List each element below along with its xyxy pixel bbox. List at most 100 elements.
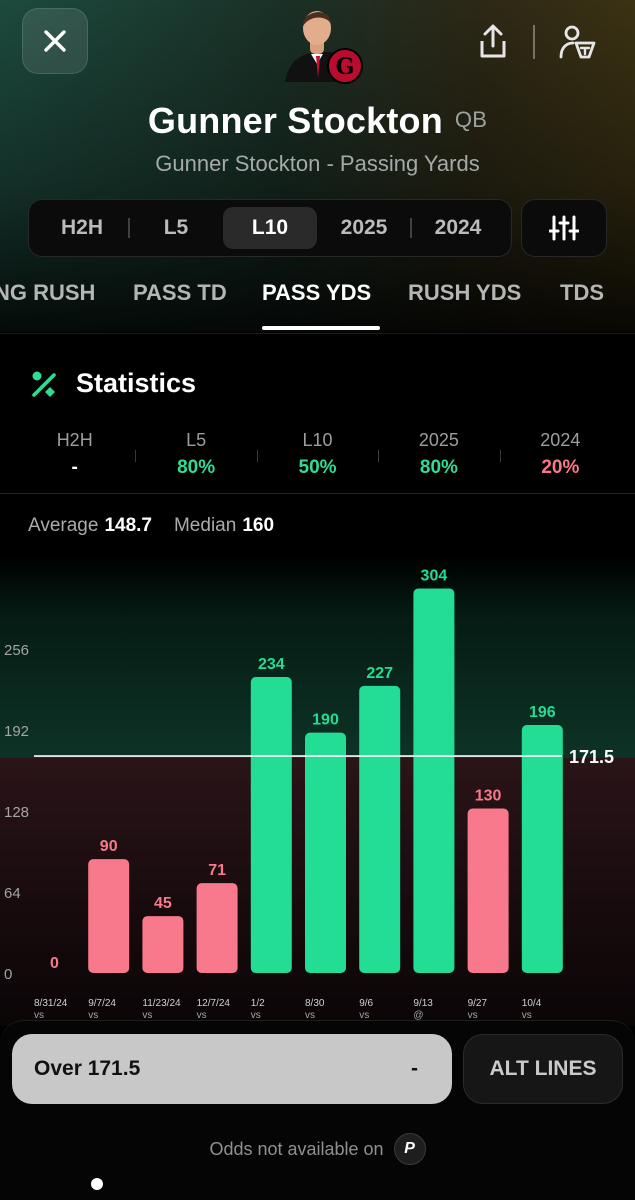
- x-venue-label: vs: [251, 1010, 261, 1021]
- share-icon[interactable]: [477, 24, 509, 60]
- svg-text:G: G: [336, 54, 355, 80]
- bar: [467, 808, 509, 973]
- stat-col-h2h: H2H -: [14, 430, 135, 480]
- bet-builder-icon[interactable]: [559, 23, 597, 61]
- stat-tabs: NG RUSH PASS TD PASS YDS RUSH YDS TDS: [0, 276, 635, 332]
- market-subtitle: Gunner Stockton - Passing Yards: [155, 151, 480, 176]
- bar-value-label: 304: [421, 567, 448, 584]
- bar: [305, 732, 346, 973]
- x-venue-label: vs: [197, 1010, 207, 1021]
- player-name-text: Gunner Stockton: [147, 100, 443, 141]
- average-median-row: Average 148.7 Median 160: [28, 515, 274, 537]
- tab-2025[interactable]: 2025: [340, 216, 388, 239]
- sliders-icon: [549, 215, 579, 241]
- x-date-label: 12/7/24: [197, 998, 231, 1009]
- x-date-label: 9/27: [468, 998, 488, 1009]
- stat-value: -: [71, 457, 78, 478]
- tab-h2h[interactable]: H2H: [60, 216, 103, 239]
- stat-col-2024: 2024 20%: [499, 430, 621, 480]
- bar-value-label: 90: [100, 838, 118, 855]
- stat-value: 80%: [419, 457, 458, 478]
- y-tick-label: 64: [4, 885, 21, 902]
- bar-value-label: 190: [312, 712, 339, 729]
- bar-value-label: 227: [366, 665, 393, 682]
- player-avatar: G: [283, 4, 363, 84]
- x-venue-label: vs: [34, 1010, 44, 1021]
- page-indicator-dot: [91, 1178, 103, 1190]
- x-venue-label: @: [413, 1010, 423, 1021]
- x-venue-label: vs: [468, 1010, 478, 1021]
- close-icon: [44, 30, 66, 52]
- stat-label: L10: [302, 430, 333, 450]
- statistics-title: Statistics: [76, 368, 197, 398]
- x-venue-label: vs: [359, 1010, 369, 1021]
- x-venue-label: vs: [142, 1010, 152, 1021]
- stat-value: 50%: [298, 457, 337, 478]
- x-date-label: 9/6: [359, 998, 373, 1009]
- x-date-label: 9/13: [413, 998, 433, 1009]
- bar: [521, 725, 563, 973]
- stat-col-l5: L5 80%: [135, 430, 256, 480]
- player-position: QB: [454, 107, 488, 132]
- stat-col-l10: L10 50%: [256, 430, 378, 480]
- tab-pass-td[interactable]: PASS TD: [133, 280, 227, 305]
- bar-value-label: 45: [154, 895, 172, 912]
- y-tick-label: 128: [4, 804, 29, 821]
- tab-2024[interactable]: 2024: [410, 207, 505, 249]
- bar-value-label: 71: [208, 862, 226, 879]
- y-tick-label: 192: [4, 723, 29, 740]
- threshold-line-label: 171.5: [569, 747, 614, 767]
- bar: [196, 883, 238, 973]
- bar-value-label: 234: [258, 656, 285, 673]
- x-date-label: 11/23/24: [142, 998, 181, 1009]
- tab-ng-rush[interactable]: NG RUSH: [0, 280, 96, 305]
- section-divider: [0, 493, 635, 494]
- percent-icon: [32, 371, 56, 397]
- odds-note-text: Odds not available on: [209, 1138, 384, 1159]
- over-line-odds: -: [411, 1057, 418, 1080]
- tab-pass-yds[interactable]: PASS YDS: [262, 280, 372, 305]
- median-label: Median: [173, 515, 237, 536]
- x-date-label: 8/31/24: [34, 998, 68, 1009]
- bar-value-label: 0: [50, 955, 59, 972]
- odds-note: Odds not available on P: [0, 1133, 635, 1165]
- close-button[interactable]: [22, 8, 88, 74]
- player-header: G Gunner Stockton QB Gunner Stockton - Pa…: [0, 0, 635, 332]
- tab-l5[interactable]: L5: [128, 207, 223, 249]
- sportsbook-logo-icon[interactable]: P: [393, 1133, 426, 1165]
- average-label: Average: [28, 515, 99, 536]
- x-venue-label: vs: [88, 1010, 98, 1021]
- bar: [88, 859, 130, 973]
- statistics-grid: H2H - L5 80% L10 50% 2025 80% 2024 20%: [14, 430, 621, 480]
- x-venue-label: vs: [522, 1010, 532, 1021]
- stat-label: 2025: [418, 430, 459, 450]
- header-actions: [477, 22, 597, 62]
- statistics-header: Statistics: [30, 368, 196, 399]
- y-tick-label: 256: [4, 642, 29, 659]
- stat-label: L5: [186, 430, 207, 450]
- range-tabs: H2H L5 L10 2025 2024: [28, 199, 512, 257]
- header-divider: [533, 25, 535, 59]
- statistics-section: Statistics H2H - L5 80% L10 50% 2025 80%…: [0, 333, 635, 493]
- y-tick-label: 0: [4, 966, 12, 983]
- filter-button[interactable]: [521, 199, 607, 257]
- alt-lines-button[interactable]: ALT LINES: [463, 1034, 623, 1104]
- stat-label: 2024: [540, 430, 581, 450]
- bar-value-label: 130: [475, 788, 502, 805]
- player-name: Gunner Stockton QB: [0, 100, 635, 142]
- tab-tds[interactable]: TDS: [560, 280, 604, 305]
- over-line-label: Over 171.5: [34, 1057, 141, 1080]
- bar: [142, 916, 184, 973]
- active-tab-indicator: [262, 326, 380, 330]
- bar: [413, 588, 455, 973]
- over-line-button[interactable]: Over 171.5 -: [12, 1034, 452, 1104]
- bar: [359, 685, 401, 973]
- tab-rush-yds[interactable]: RUSH YDS: [408, 280, 522, 305]
- x-date-label: 9/7/24: [88, 998, 116, 1009]
- bar: [250, 676, 292, 973]
- stat-value: 20%: [541, 457, 580, 478]
- stat-col-2025: 2025 80%: [378, 430, 499, 480]
- x-venue-label: vs: [305, 1010, 315, 1021]
- x-date-label: 8/30: [305, 998, 325, 1009]
- tab-l10[interactable]: L10: [223, 207, 317, 249]
